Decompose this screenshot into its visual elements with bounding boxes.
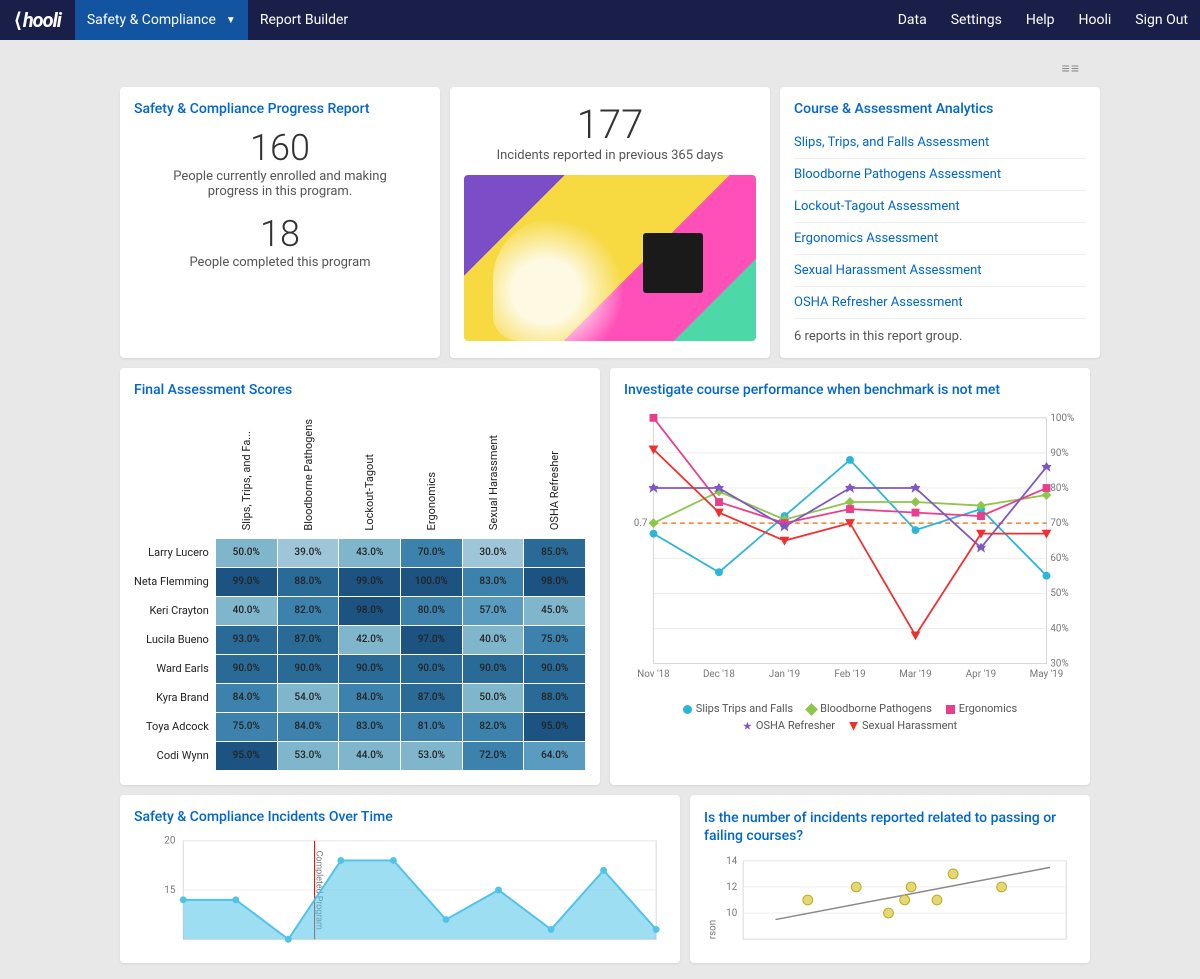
enrolled-label: People currently enrolled and making pro… <box>134 169 426 213</box>
svg-text:12: 12 <box>726 882 737 893</box>
svg-text:80%: 80% <box>1050 483 1068 494</box>
legend-item[interactable]: Sexual Harassment <box>849 719 957 732</box>
svg-text:40%: 40% <box>1050 623 1068 634</box>
analytics-link[interactable]: Slips, Trips, and Falls Assessment <box>794 127 1086 159</box>
completed-count: 18 <box>134 213 426 255</box>
linechart: 30% 40% 50% 60% 70% 80% 90% 100% 0.7 Nov '18 Dec '… <box>624 408 1076 693</box>
analytics-link[interactable]: Lockout-Tagout Assessment <box>794 191 1086 223</box>
incidents-card: 177 Incidents reported in previous 365 d… <box>450 87 770 358</box>
heatmap-row: Larry Lucero50.0%39.0%43.0%70.0%30.0%85.… <box>134 538 586 567</box>
scatter-title: Is the number of incidents reported rela… <box>704 809 1076 845</box>
analytics-title: Course & Assessment Analytics <box>794 101 1086 117</box>
chevron-down-icon: ▼ <box>226 15 236 26</box>
legend-item[interactable]: Slips Trips and Falls <box>683 702 793 715</box>
heatmap-card: Final Assessment Scores Slips, Trips, an… <box>120 368 600 785</box>
legend-item[interactable]: Bloodborne Pathogens <box>807 702 932 715</box>
svg-text:20: 20 <box>164 835 175 846</box>
nav-right: DataSettingsHelpHooliSign Out <box>886 0 1200 40</box>
section-selector[interactable]: Safety & Compliance ▼ <box>75 0 248 40</box>
heatmap-row: Ward Earls90.0%90.0%90.0%90.0%90.0%90.0% <box>134 654 586 683</box>
progress-title: Safety & Compliance Progress Report <box>134 101 426 117</box>
analytics-footer: 6 reports in this report group. <box>794 319 1086 344</box>
svg-text:90%: 90% <box>1050 448 1068 459</box>
analytics-link[interactable]: Ergonomics Assessment <box>794 223 1086 255</box>
svg-text:70%: 70% <box>1050 518 1068 529</box>
completed-label: People completed this program <box>134 255 426 284</box>
svg-text:Apr '19: Apr '19 <box>966 669 996 680</box>
heatmap-row: Toya Adcock75.0%84.0%83.0%81.0%82.0%95.0… <box>134 712 586 741</box>
linechart-title: Investigate course performance when benc… <box>624 382 1076 398</box>
incidents-time-card: Safety & Compliance Incidents Over Time … <box>120 795 680 963</box>
heatmap-title: Final Assessment Scores <box>134 382 586 398</box>
incidents-time-chart: 2015Completed Program <box>134 835 666 945</box>
svg-text:50%: 50% <box>1050 588 1068 599</box>
analytics-card: Course & Assessment Analytics Slips, Tri… <box>780 87 1100 358</box>
progress-card: Safety & Compliance Progress Report 160 … <box>120 87 440 358</box>
section-label: Safety & Compliance <box>87 12 216 28</box>
svg-text:14: 14 <box>726 856 737 867</box>
heatmap-row: Kyra Brand84.0%54.0%84.0%87.0%50.0%88.0% <box>134 683 586 712</box>
nav-link-help[interactable]: Help <box>1014 0 1067 40</box>
scatter-card: Is the number of incidents reported rela… <box>690 795 1090 963</box>
nav-link-hooli[interactable]: Hooli <box>1067 0 1124 40</box>
top-nav: hooli Safety & Compliance ▼ Report Build… <box>0 0 1200 40</box>
incidents-time-title: Safety & Compliance Incidents Over Time <box>134 809 666 825</box>
legend-item[interactable]: OSHA Refresher <box>743 719 835 732</box>
heatmap-row: Neta Flemming99.0%88.0%99.0%100.0%83.0%9… <box>134 567 586 596</box>
incidents-count: 177 <box>464 101 756 148</box>
enrolled-count: 160 <box>134 127 426 169</box>
heatmap-row: Keri Crayton40.0%82.0%98.0%80.0%57.0%45.… <box>134 596 586 625</box>
svg-text:10: 10 <box>726 908 737 919</box>
nav-link-data[interactable]: Data <box>886 0 939 40</box>
svg-text:0.7: 0.7 <box>634 518 648 529</box>
incidents-label: Incidents reported in previous 365 days <box>464 148 756 167</box>
svg-text:Feb '19: Feb '19 <box>834 669 865 680</box>
svg-text:rson: rson <box>708 920 719 939</box>
analytics-link[interactable]: OSHA Refresher Assessment <box>794 287 1086 319</box>
svg-text:30%: 30% <box>1050 658 1068 669</box>
linechart-legend: Slips Trips and Falls Bloodborne Pathogen… <box>624 698 1076 732</box>
svg-text:Mar '19: Mar '19 <box>899 669 931 680</box>
svg-text:Dec '18: Dec '18 <box>703 669 735 680</box>
heatmap-row: Codi Wynn95.0%53.0%44.0%53.0%72.0%64.0% <box>134 741 586 770</box>
nav-link-sign-out[interactable]: Sign Out <box>1123 0 1200 40</box>
analytics-link[interactable]: Bloodborne Pathogens Assessment <box>794 159 1086 191</box>
incidents-image <box>464 175 756 341</box>
menu-icon[interactable]: ≡≡ <box>120 56 1080 87</box>
svg-text:15: 15 <box>164 884 176 895</box>
svg-text:May '19: May '19 <box>1030 669 1064 680</box>
heatmap-table: Slips, Trips, and Fa...Bloodborne Pathog… <box>134 408 586 771</box>
analytics-list: Slips, Trips, and Falls AssessmentBloodb… <box>794 127 1086 319</box>
brand-logo[interactable]: hooli <box>0 8 75 32</box>
page-title[interactable]: Report Builder <box>248 0 360 40</box>
nav-link-settings[interactable]: Settings <box>939 0 1014 40</box>
svg-text:60%: 60% <box>1050 553 1068 564</box>
legend-item[interactable]: Ergonomics <box>946 702 1017 715</box>
linechart-card: Investigate course performance when benc… <box>610 368 1090 785</box>
svg-text:100%: 100% <box>1050 413 1074 424</box>
analytics-link[interactable]: Sexual Harassment Assessment <box>794 255 1086 287</box>
svg-text:Jan '19: Jan '19 <box>769 669 800 680</box>
svg-text:Nov '18: Nov '18 <box>637 669 669 680</box>
heatmap-row: Lucila Bueno93.0%87.0%42.0%97.0%40.0%75.… <box>134 625 586 654</box>
